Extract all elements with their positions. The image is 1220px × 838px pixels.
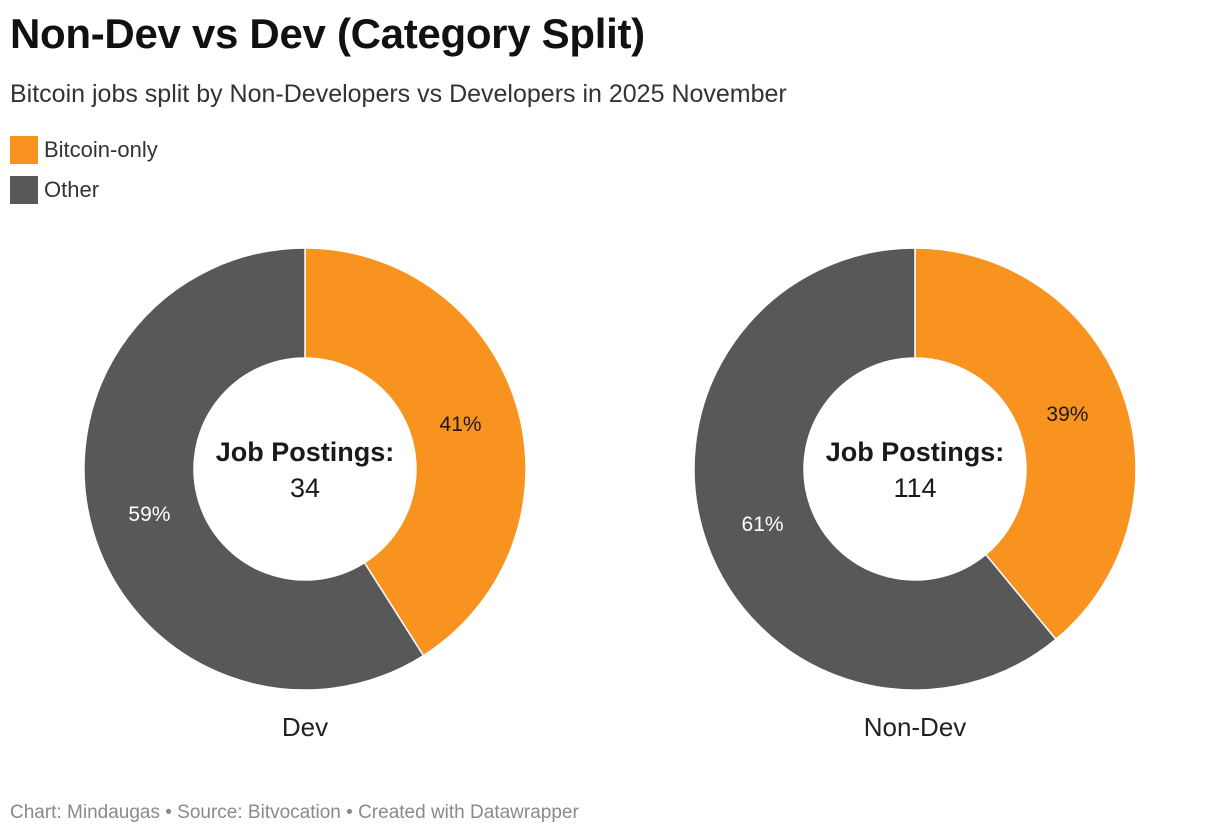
donut-dev: 41% 59% Job Postings: 34 Dev	[83, 247, 527, 742]
donut-non-dev: 39% 61% Job Postings: 114 Non-Dev	[693, 247, 1137, 742]
center-value-dev: 34	[290, 473, 320, 503]
slice-label-dev-bitcoin-only: 41%	[440, 413, 482, 436]
slice-label-non-dev-other: 61%	[742, 513, 784, 536]
legend-item-bitcoin-only: Bitcoin-only	[10, 135, 158, 165]
legend-item-other: Other	[10, 175, 158, 205]
center-value-non-dev: 114	[893, 473, 936, 503]
center-label-non-dev: Job Postings:	[826, 437, 1005, 467]
slice-dev-other	[83, 247, 425, 691]
legend-swatch-bitcoin-only	[10, 136, 38, 164]
legend: Bitcoin-only Other	[10, 135, 158, 215]
slice-non-dev-bitcoin-only	[914, 247, 1137, 641]
legend-label-other: Other	[44, 177, 100, 202]
chart-name-non-dev: Non-Dev	[864, 712, 967, 742]
slice-dev-bitcoin-only	[304, 247, 527, 657]
center-label-dev: Job Postings:	[216, 437, 395, 467]
legend-label-bitcoin-only: Bitcoin-only	[44, 137, 158, 162]
chart-name-dev: Dev	[282, 712, 328, 742]
slice-label-dev-other: 59%	[128, 503, 170, 526]
chart-title: Non-Dev vs Dev (Category Split)	[10, 10, 645, 57]
legend-swatch-other	[10, 176, 38, 204]
slice-label-non-dev-bitcoin-only: 39%	[1046, 403, 1088, 426]
slice-non-dev-other	[693, 247, 1057, 691]
chart-subtitle: Bitcoin jobs split by Non-Developers vs …	[10, 80, 787, 108]
footer-credit: Chart: Mindaugas • Source: Bitvocation •…	[10, 802, 579, 823]
